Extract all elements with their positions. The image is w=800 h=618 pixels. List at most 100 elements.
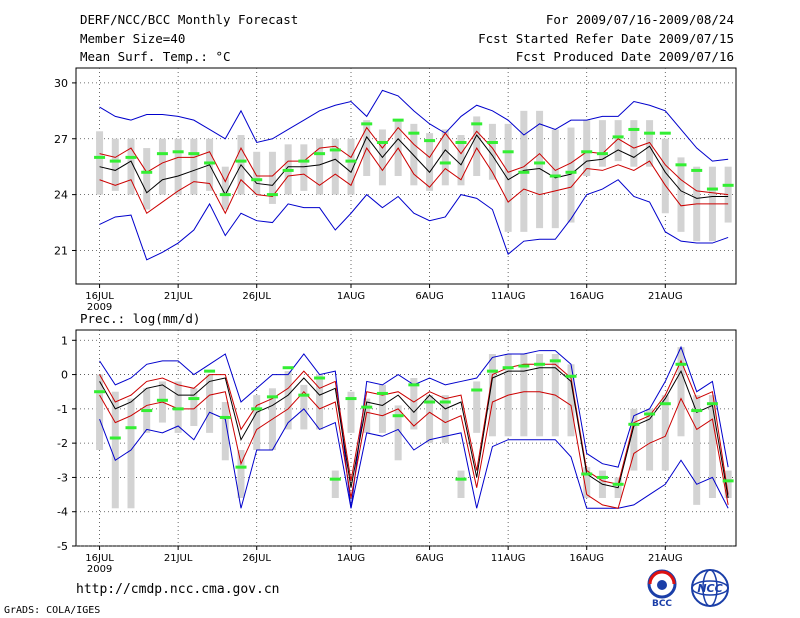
temp-spread-box [504,123,512,232]
prec-spread-box [724,470,732,498]
prec-ytick-label: -3 [57,471,68,484]
prec-spread-box [488,354,496,437]
temp-spread-box [268,151,276,204]
temp-spread-box [677,157,685,232]
prec-spread-box [520,354,528,437]
prec-spread-box [441,395,449,444]
temp-spread-box [331,138,339,195]
prec-spread-box [127,398,135,509]
precip-panel-title: Prec.: log(mm/d) [80,311,201,326]
prec-spread-box [473,381,481,433]
prec-spread-box [394,405,402,461]
prec-xtick-label: 1AUG [337,553,365,564]
header-produced-date: Fcst Produced Date 2009/07/16 [515,49,734,64]
temp-ytick-label: 30 [54,77,68,90]
prec-spread-box [646,408,654,471]
prec-spread-box [206,374,214,433]
temp-spread-box [190,138,198,195]
prec-spread-box [567,364,575,437]
prec-spread-box [426,395,434,444]
prec-spread-box [300,384,308,430]
prec-spread-box [708,395,716,498]
prec-spread-box [347,391,355,433]
temp-spread-box [347,138,355,195]
temp-xtick-label: 11AUG [491,291,526,302]
prec-lower-line [99,390,729,509]
bcc-logo-text: BCC [652,599,672,608]
prec-ytick-label: 0 [61,369,68,382]
ncc-logo: NCC [691,569,729,607]
prec-ytick-label: -4 [57,506,68,519]
prec-spread-box [630,408,638,471]
temp-lower-line [99,147,729,215]
temp-spread-box [174,138,182,195]
prec-ytick-label: 1 [61,334,68,347]
prec-xtick-label: 16AUG [569,553,604,564]
prec-ytick-label: -2 [57,437,68,450]
prec-xtick-label: 11AUG [491,553,526,564]
temp-ytick-label: 21 [54,244,68,257]
prec-upper-line [99,359,729,495]
prec-spread-box [457,470,465,498]
temp-spread-box [127,138,135,195]
temp-spread-box [426,133,434,191]
temp-spread-box [583,120,591,176]
prec-xtick-label: 6AUG [415,553,443,564]
temp-spread-box [536,110,544,229]
temp-spread-box [630,120,638,167]
ncc-logo-text: NCC [697,582,722,595]
header-title: DERF/NCC/BCC Monthly Forecast [80,12,299,27]
temp-spread-box [300,144,308,191]
temp-xtick-label: 26JUL [242,291,271,302]
temp-spread-box [221,166,229,210]
header-start-date: Fcst Started Refer Date 2009/07/15 [478,31,734,46]
prec-ytick-label: -5 [57,540,68,553]
header-member-size: Member Size=40 [80,31,186,46]
temp-min-line [99,179,729,261]
prec-spread-box [96,374,104,450]
prec-spread-box [237,450,245,498]
prec-spread-box [677,347,685,437]
prec-spread-box [221,402,229,461]
temp-xtick-label: 21JUL [164,291,193,302]
prec-mean-line [99,367,729,499]
prec-spread-box [536,354,544,437]
temp-spread-box [253,151,261,195]
temp-spread-box [598,120,606,167]
temp-xtick-label: 21AUG [648,291,683,302]
prec-spread-box [693,395,701,505]
temp-xtick-label: 1AUG [337,291,365,302]
temp-spread-box [441,129,449,186]
temp-max-line [99,89,729,162]
prec-spread-box [363,398,371,433]
prec-plot-frame [75,329,737,547]
prec-spread-box [111,391,119,509]
temp-xtick-label: 16AUG [569,291,604,302]
prec-year-label: 2009 [87,564,112,575]
temp-spread-box [143,148,151,210]
prec-xtick-label: 21AUG [648,553,683,564]
grads-credit: GrADS: COLA/IGES [4,605,101,616]
temp-upper-line [99,126,729,196]
prec-spread-box [284,371,292,430]
temp-spread-box [646,120,654,167]
prec-spread-box [174,381,182,433]
temp-spread-box [661,138,669,214]
prec-spread-box [410,378,418,430]
bcc-logo: BCC [647,569,677,608]
temp-spread-box [111,138,119,191]
prec-min-line [99,408,729,509]
temp-xtick-label: 6AUG [415,291,443,302]
prec-spread-box [378,384,386,433]
temp-mean-line [99,134,729,199]
source-url[interactable]: http://cmdp.ncc.cma.gov.cn [76,582,280,597]
prec-xtick-label: 16JUL [85,553,114,564]
prec-spread-box [661,395,669,471]
temp-spread-box [551,129,559,229]
header-variable: Mean Surf. Temp.: °C [80,49,231,64]
prec-spread-box [190,388,198,426]
prec-spread-box [316,374,324,430]
prec-spread-box [253,395,261,450]
temp-spread-box [96,131,104,195]
